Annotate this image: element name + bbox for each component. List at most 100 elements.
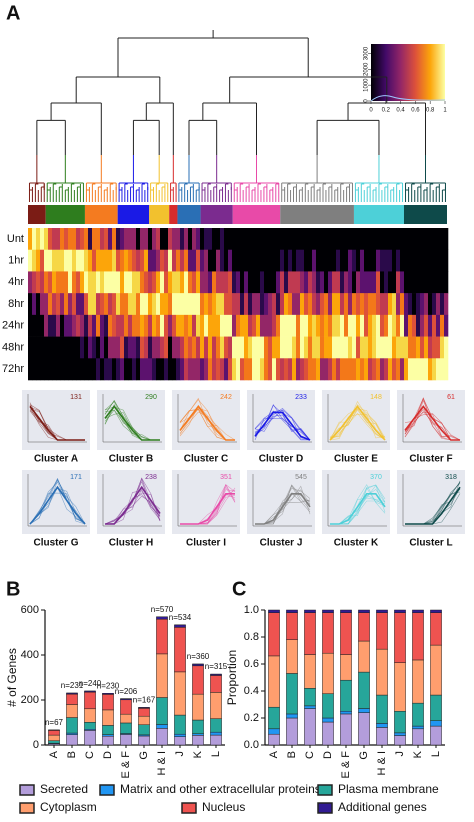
- heatmap-cell: [244, 250, 248, 272]
- heatmap-cell: [32, 358, 36, 380]
- heatmap-cell: [272, 315, 276, 337]
- heatmap-cell: [232, 228, 236, 250]
- heatmap-cell: [216, 293, 220, 315]
- heatmap-cell: [120, 228, 124, 250]
- heatmap-cell: [124, 358, 128, 380]
- heatmap-cell: [288, 271, 292, 293]
- heatmap-cell: [228, 337, 232, 359]
- heatmap-cell: [276, 250, 280, 272]
- legend-label: Plasma membrane: [338, 782, 439, 796]
- heatmap-cell: [112, 293, 116, 315]
- heatmap-cell: [296, 358, 300, 380]
- heatmap-cell: [416, 271, 420, 293]
- heatmap-cell: [352, 337, 356, 359]
- heatmap-cell: [440, 293, 444, 315]
- heatmap-cell: [132, 228, 136, 250]
- cluster-strip: [280, 205, 354, 224]
- heatmap-cell: [396, 315, 400, 337]
- bar-segment: [192, 735, 203, 745]
- heatmap-cell: [296, 337, 300, 359]
- heatmap-cell: [332, 228, 336, 250]
- heatmap-cell: [216, 358, 220, 380]
- y-tick-label: 0.2: [244, 712, 259, 724]
- heatmap-cell: [132, 358, 136, 380]
- heatmap-cell: [416, 337, 420, 359]
- cluster-name: Cluster F: [409, 454, 452, 465]
- bar-segment: [358, 672, 369, 708]
- heatmap-cell: [256, 228, 260, 250]
- heatmap-cell: [60, 228, 64, 250]
- bar-segment: [376, 723, 387, 727]
- heatmap-cell: [172, 337, 176, 359]
- bar-segment: [394, 613, 405, 663]
- heatmap-cell: [68, 293, 72, 315]
- heatmap-cell: [272, 271, 276, 293]
- heatmap-cell: [384, 337, 388, 359]
- heatmap-cell: [124, 337, 128, 359]
- bar-segment: [268, 729, 279, 734]
- heatmap-cell: [440, 228, 444, 250]
- y-tick-label: 1.0: [244, 604, 259, 616]
- heatmap-cell: [236, 293, 240, 315]
- bar-segment: [322, 613, 333, 654]
- bar-segment: [192, 664, 203, 666]
- heatmap-cell: [276, 315, 280, 337]
- heatmap-cell: [176, 250, 180, 272]
- heatmap-cell: [172, 250, 176, 272]
- heatmap-cell: [88, 228, 92, 250]
- heatmap-cell: [164, 315, 168, 337]
- heatmap-cell: [72, 358, 76, 380]
- bar-segment: [340, 610, 351, 613]
- heatmap-cell: [284, 271, 288, 293]
- heatmap-cell: [248, 271, 252, 293]
- heatmap-cell: [88, 315, 92, 337]
- heatmap-cell: [248, 315, 252, 337]
- heatmap-cell: [336, 228, 340, 250]
- heatmap-cell: [184, 293, 188, 315]
- heatmap-cell: [156, 358, 160, 380]
- heatmap-cell: [364, 337, 368, 359]
- heatmap-cell: [56, 228, 60, 250]
- heatmap-cell: [96, 358, 100, 380]
- heatmap-cell: [172, 358, 176, 380]
- heatmap-cell: [356, 315, 360, 337]
- heatmap-cell: [324, 228, 328, 250]
- bar-segment: [340, 655, 351, 681]
- x-tick-label: K: [412, 750, 424, 758]
- heatmap-cell: [332, 315, 336, 337]
- heatmap-cell: [324, 293, 328, 315]
- heatmap-cell: [380, 271, 384, 293]
- heatmap-cell: [72, 228, 76, 250]
- legend-label: Additional genes: [338, 800, 427, 814]
- heatmap-cell: [400, 271, 404, 293]
- heatmap-cell: [288, 228, 292, 250]
- heatmap-cell: [112, 228, 116, 250]
- heatmap-cell: [396, 293, 400, 315]
- heatmap-cell: [88, 358, 92, 380]
- heatmap-cell: [40, 293, 44, 315]
- heatmap-cell: [356, 293, 360, 315]
- heatmap-cell: [420, 315, 424, 337]
- heatmap-cell: [224, 358, 228, 380]
- heatmap-cell: [332, 337, 336, 359]
- heatmap-cell: [248, 358, 252, 380]
- x-tick-label: A: [48, 750, 60, 758]
- heatmap-cell: [232, 315, 236, 337]
- heatmap-cell: [392, 228, 396, 250]
- heatmap-cell: [268, 293, 272, 315]
- heatmap-cell: [112, 337, 116, 359]
- heatmap-cell: [44, 315, 48, 337]
- heatmap-cell: [384, 271, 388, 293]
- heatmap-cell: [140, 293, 144, 315]
- row-label: 48hr: [2, 341, 24, 353]
- heatmap-cell: [152, 315, 156, 337]
- heatmap-cell: [240, 228, 244, 250]
- heatmap-cell: [192, 358, 196, 380]
- heatmap-cell: [384, 250, 388, 272]
- heatmap-cell: [196, 250, 200, 272]
- heatmap-cell: [92, 315, 96, 337]
- cluster-name: Cluster D: [259, 454, 303, 465]
- heatmap-cell: [400, 250, 404, 272]
- x-tick-label: 1: [443, 108, 447, 114]
- heatmap-cell: [180, 337, 184, 359]
